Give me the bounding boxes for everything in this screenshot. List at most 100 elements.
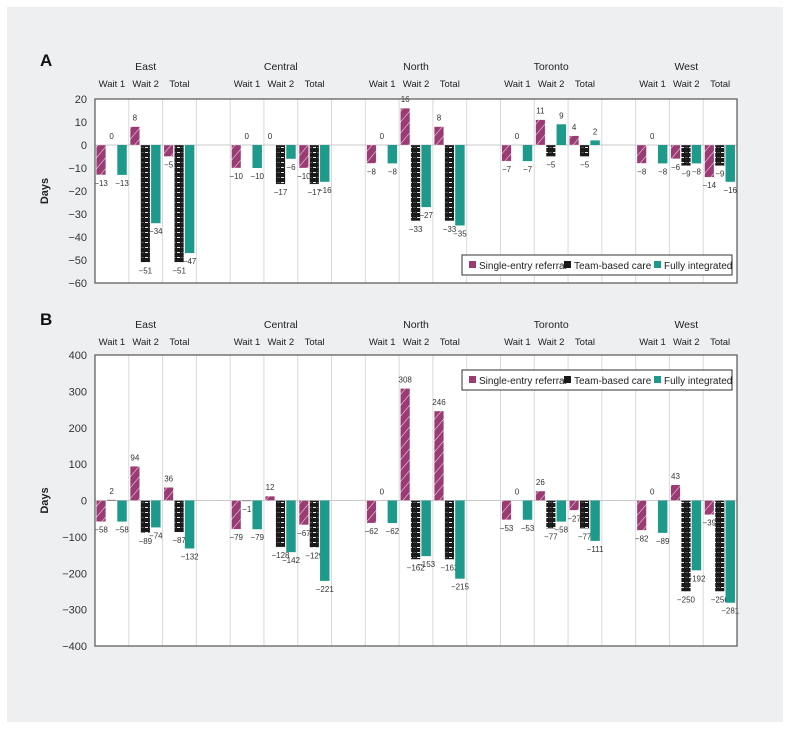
data-label: −58 <box>555 526 569 535</box>
bar-full <box>151 145 161 224</box>
data-label: −192 <box>687 574 706 583</box>
data-label: −16 <box>723 186 737 195</box>
data-label: 8 <box>437 114 442 123</box>
bar-single <box>366 500 377 524</box>
y-tick-label: −30 <box>68 209 87 221</box>
category-label: Wait 2 <box>403 337 430 348</box>
bar-team <box>275 500 286 548</box>
legend-label-team: Team-based care <box>574 261 652 272</box>
data-label: 8 <box>133 114 138 123</box>
bar-single <box>129 466 140 501</box>
y-tick-label: 200 <box>69 423 87 435</box>
data-label: −162 <box>440 563 459 572</box>
category-label: Wait 2 <box>403 79 430 90</box>
bar-full <box>421 145 431 208</box>
category-label: Wait 2 <box>538 337 565 348</box>
data-label: 4 <box>572 123 577 132</box>
category-label: Total <box>169 337 189 348</box>
bar-team <box>681 500 691 592</box>
bar-team <box>309 500 320 548</box>
legend-label-team: Team-based care <box>574 376 652 387</box>
region-label: West <box>674 61 698 73</box>
data-label: 2 <box>109 487 114 496</box>
data-label: −82 <box>635 534 649 543</box>
legend-swatch-single <box>469 376 476 383</box>
bar-full <box>184 145 195 254</box>
region-label: East <box>135 319 156 331</box>
data-label: −27 <box>419 211 433 220</box>
category-label: Total <box>575 337 595 348</box>
region-label: Central <box>264 61 298 73</box>
data-label: −34 <box>149 227 163 236</box>
bar-single <box>704 500 715 515</box>
data-label: −39 <box>703 519 717 528</box>
data-label: 16 <box>401 95 410 104</box>
category-label: Wait 2 <box>132 337 159 348</box>
data-label: −5 <box>164 161 174 170</box>
region-label: Toronto <box>534 319 569 331</box>
data-label: −27 <box>567 514 581 523</box>
data-label: −281 <box>721 607 740 616</box>
bar-single <box>501 144 512 162</box>
plot-frame <box>94 98 738 284</box>
region-label: North <box>403 319 429 331</box>
category-label: Wait 1 <box>234 79 261 90</box>
y-tick-label: −10 <box>68 163 87 175</box>
data-label: −35 <box>453 230 467 239</box>
data-label: −51 <box>172 266 186 275</box>
data-label: −13 <box>94 179 108 188</box>
category-label: Wait 1 <box>639 337 666 348</box>
data-label: 0 <box>515 132 520 141</box>
data-label: −250 <box>677 595 696 604</box>
y-tick-label: −20 <box>68 186 87 198</box>
data-label: 0 <box>380 132 385 141</box>
category-label: Wait 2 <box>538 79 565 90</box>
region-label: West <box>674 319 698 331</box>
bar-team <box>579 500 590 529</box>
bar-full <box>522 145 533 162</box>
data-label: −7 <box>502 165 512 174</box>
bar-full <box>522 500 533 520</box>
bar-full <box>151 500 161 528</box>
data-label: −142 <box>282 556 301 565</box>
category-label: Wait 1 <box>504 337 531 348</box>
data-label: 43 <box>671 472 680 481</box>
data-label: 11 <box>536 107 545 116</box>
category-label: Wait 1 <box>234 337 261 348</box>
bar-full <box>387 500 398 524</box>
category-label: Total <box>169 79 189 90</box>
bar-single <box>670 484 681 501</box>
category-label: Wait 2 <box>268 337 295 348</box>
bar-single <box>434 126 444 146</box>
bar-full <box>421 500 431 557</box>
bar-full <box>320 145 330 182</box>
bar-full <box>725 500 735 603</box>
data-label: −51 <box>139 266 153 275</box>
data-label: −132 <box>181 553 200 562</box>
bar-full <box>320 500 330 581</box>
bar-single <box>400 388 411 501</box>
data-label: −47 <box>183 257 197 266</box>
data-label: −58 <box>94 526 108 535</box>
data-label: −215 <box>451 583 470 592</box>
y-tick-label: 10 <box>75 117 87 129</box>
data-label: −53 <box>521 524 535 533</box>
data-label: −8 <box>367 167 377 176</box>
data-label: −9 <box>715 170 725 179</box>
bar-full <box>691 500 702 571</box>
data-label: −89 <box>139 537 153 546</box>
y-tick-label: −100 <box>62 532 87 544</box>
y-tick-label: 0 <box>81 496 87 508</box>
data-label: −10 <box>229 172 243 181</box>
data-label: −10 <box>297 172 311 181</box>
data-label: −74 <box>149 531 163 540</box>
data-label: −79 <box>229 533 243 542</box>
bar-full <box>286 500 296 553</box>
region-label: East <box>135 61 156 73</box>
category-label: Total <box>305 79 325 90</box>
bar-full <box>117 500 127 522</box>
category-label: Wait 1 <box>639 79 666 90</box>
bar-team <box>241 500 252 502</box>
bar-single <box>569 135 580 146</box>
y-tick-label: −400 <box>62 641 87 653</box>
